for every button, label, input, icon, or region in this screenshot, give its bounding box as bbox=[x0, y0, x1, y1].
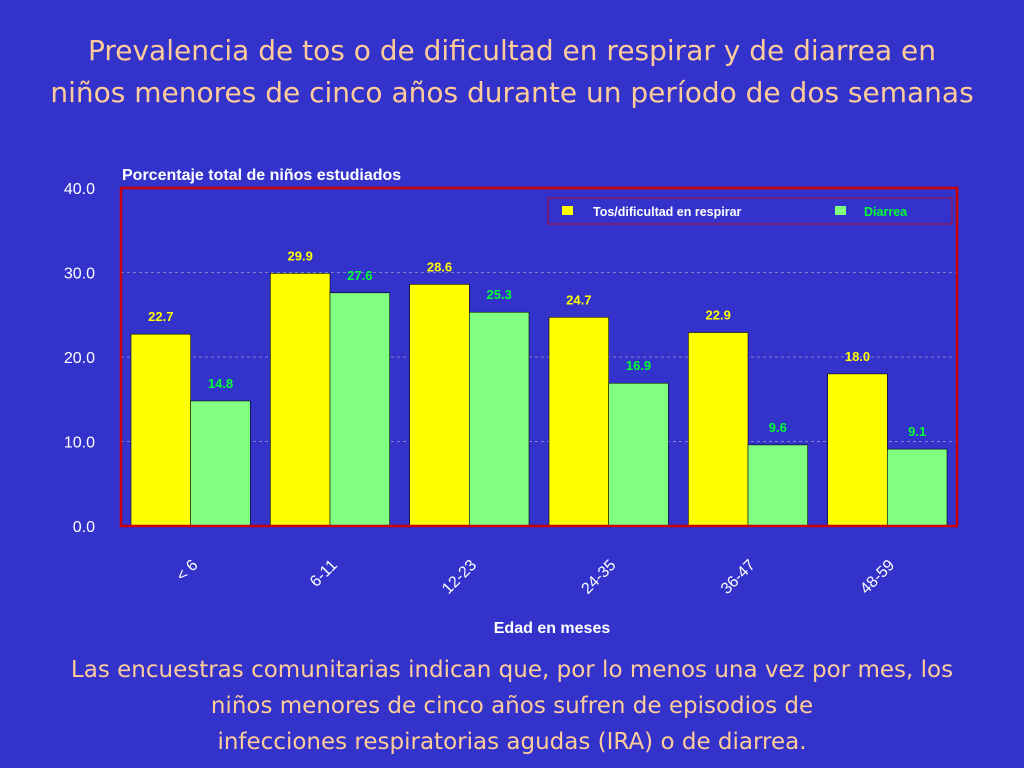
footer-line-1: Las encuestras comunitarias indican que,… bbox=[70, 657, 954, 683]
y-tick-label: 10.0 bbox=[64, 435, 95, 452]
x-tick-label: 12-23 bbox=[439, 557, 480, 598]
title-line-1: Prevalencia de tos o de dificultad en re… bbox=[87, 34, 937, 67]
bar-series-2 bbox=[747, 444, 808, 527]
slide-title: Prevalencia de tos o de dificultad en re… bbox=[0, 30, 1024, 114]
y-axis-title: Porcentaje total de niños estudiados bbox=[122, 167, 401, 184]
data-label-series-1: 22.9 bbox=[706, 307, 731, 322]
x-axis-title: Edad en meses bbox=[494, 620, 611, 637]
legend-swatch-series-2 bbox=[835, 206, 846, 215]
legend-box bbox=[547, 197, 953, 225]
plot-border bbox=[119, 186, 959, 528]
legend: Tos/dificultad en respirar Diarrea bbox=[547, 197, 953, 225]
bar-chart: Porcentaje total de niños estudiados 0.0… bbox=[64, 167, 959, 637]
bar-series-1 bbox=[688, 332, 749, 527]
bar-series-1 bbox=[548, 316, 609, 527]
legend-label-series-2: Diarrea bbox=[864, 205, 908, 219]
data-label-series-2: 27.6 bbox=[347, 268, 372, 283]
data-label-series-2: 25.3 bbox=[487, 287, 512, 302]
y-tick-label: 20.0 bbox=[64, 350, 95, 367]
x-axis-ticks: < 6 6-11 12-23 24-35 36-47 48-59 bbox=[173, 557, 898, 598]
y-tick-label: 40.0 bbox=[64, 181, 95, 198]
data-label-series-2: 16.9 bbox=[626, 358, 651, 373]
bar-labels: 22.7 14.8 29.9 27.6 28.6 25.3 24.7 16.9 22.9 9.6 1… bbox=[148, 248, 926, 439]
data-label-series-1: 28.6 bbox=[427, 259, 452, 274]
bar-series-1 bbox=[827, 373, 888, 527]
y-axis-ticks: 0.0 10.0 20.0 30.0 40.0 bbox=[64, 181, 95, 536]
data-label-series-1: 18.0 bbox=[845, 349, 870, 364]
x-tick-label: 36-47 bbox=[718, 557, 759, 598]
legend-swatch-series-1 bbox=[562, 206, 573, 215]
bar-series-2 bbox=[190, 400, 251, 527]
footer-line-3: infecciones respiratorias agudas (IRA) o… bbox=[217, 729, 807, 755]
data-label-series-1: 22.7 bbox=[148, 309, 173, 324]
data-label-series-1: 24.7 bbox=[566, 292, 591, 307]
footer-line-2: niños menores de cinco años sufren de ep… bbox=[210, 693, 814, 719]
data-label-series-2: 14.8 bbox=[208, 376, 233, 391]
bar-series-2 bbox=[608, 382, 669, 527]
x-tick-label: 24-35 bbox=[579, 557, 620, 598]
bar-series-1 bbox=[270, 273, 331, 527]
bar-series-1 bbox=[409, 284, 470, 527]
x-tick-label: 48-59 bbox=[857, 557, 898, 598]
x-tick-label: < 6 bbox=[173, 557, 201, 585]
y-tick-label: 30.0 bbox=[64, 266, 95, 283]
footer-text: Las encuestras comunitarias indican que,… bbox=[0, 652, 1024, 760]
gridlines bbox=[121, 272, 957, 442]
data-label-series-1: 29.9 bbox=[288, 248, 313, 263]
legend-label-series-1: Tos/dificultad en respirar bbox=[593, 205, 742, 219]
bar-series-2 bbox=[469, 311, 530, 527]
bar-series-2 bbox=[887, 448, 948, 527]
y-tick-label: 0.0 bbox=[73, 519, 95, 536]
chart-container: Porcentaje total de niños estudiados 0.0… bbox=[0, 150, 1024, 650]
data-label-series-2: 9.1 bbox=[908, 424, 926, 439]
bar-series-1 bbox=[130, 333, 191, 527]
x-tick-label: 6-11 bbox=[307, 557, 341, 591]
data-label-series-2: 9.6 bbox=[769, 420, 787, 435]
title-line-2: niños menores de cinco años durante un p… bbox=[50, 76, 974, 109]
bars bbox=[130, 273, 948, 527]
bar-series-2 bbox=[329, 292, 390, 527]
